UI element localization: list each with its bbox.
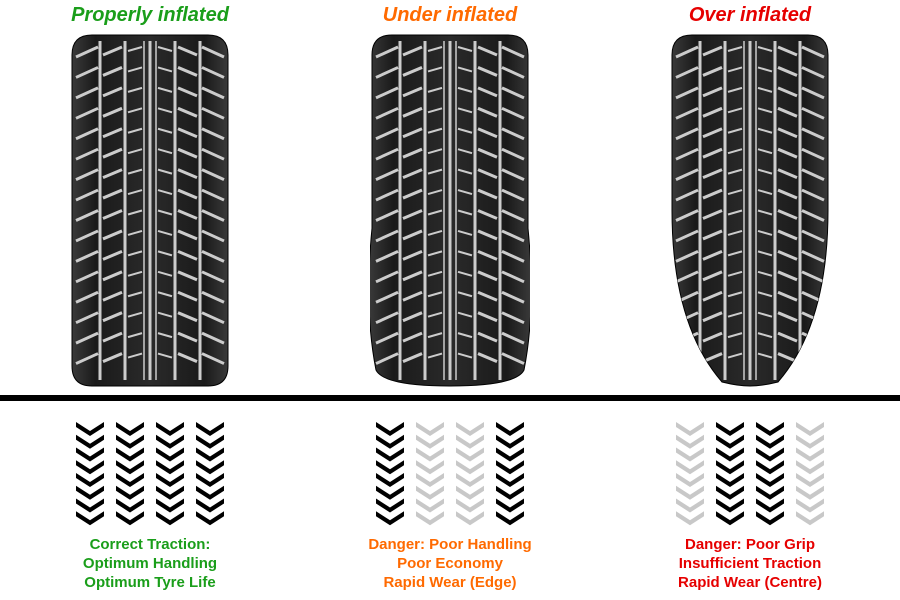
tire-illustration-under <box>370 33 530 388</box>
caption-line: Optimum Tyre Life <box>83 574 217 593</box>
footprint-column <box>673 418 707 528</box>
tire-illustration-proper <box>70 33 230 388</box>
footprint-column <box>493 418 527 528</box>
caption-line: Correct Traction: <box>83 536 217 555</box>
caption-line: Poor Economy <box>368 555 531 574</box>
caption-proper: Correct Traction:Optimum HandlingOptimum… <box>83 536 217 592</box>
caption-line: Rapid Wear (Edge) <box>368 574 531 593</box>
footprint-column <box>713 418 747 528</box>
footprint-column <box>73 418 107 528</box>
caption-line: Danger: Poor Grip <box>678 536 822 555</box>
tire-row: Properly inflated Under inflated <box>0 0 900 395</box>
footprint-column <box>793 418 827 528</box>
footprint-column <box>113 418 147 528</box>
footprint-column <box>453 418 487 528</box>
footprint-column <box>413 418 447 528</box>
footprint-row: Correct Traction:Optimum HandlingOptimum… <box>0 401 900 600</box>
tire-illustration-over <box>670 33 830 388</box>
footprint-proper <box>65 418 235 528</box>
title-over: Over inflated <box>689 4 811 27</box>
panel-proper: Properly inflated <box>0 4 300 388</box>
caption-over: Danger: Poor GripInsufficient TractionRa… <box>678 536 822 592</box>
footprint-over <box>665 418 835 528</box>
panel-over: Over inflated <box>600 4 900 388</box>
panel-under: Under inflated <box>300 4 600 388</box>
title-proper: Properly inflated <box>71 4 229 27</box>
infographic-container: Properly inflated Under inflated <box>0 0 900 600</box>
footprint-panel-over: Danger: Poor GripInsufficient TractionRa… <box>600 418 900 592</box>
caption-line: Rapid Wear (Centre) <box>678 574 822 593</box>
caption-line: Danger: Poor Handling <box>368 536 531 555</box>
caption-line: Optimum Handling <box>83 555 217 574</box>
caption-under: Danger: Poor HandlingPoor EconomyRapid W… <box>368 536 531 592</box>
footprint-column <box>153 418 187 528</box>
footprint-under <box>365 418 535 528</box>
footprint-panel-proper: Correct Traction:Optimum HandlingOptimum… <box>0 418 300 592</box>
caption-line: Insufficient Traction <box>678 555 822 574</box>
footprint-column <box>193 418 227 528</box>
footprint-panel-under: Danger: Poor HandlingPoor EconomyRapid W… <box>300 418 600 592</box>
footprint-column <box>373 418 407 528</box>
title-under: Under inflated <box>383 4 517 27</box>
footprint-column <box>753 418 787 528</box>
